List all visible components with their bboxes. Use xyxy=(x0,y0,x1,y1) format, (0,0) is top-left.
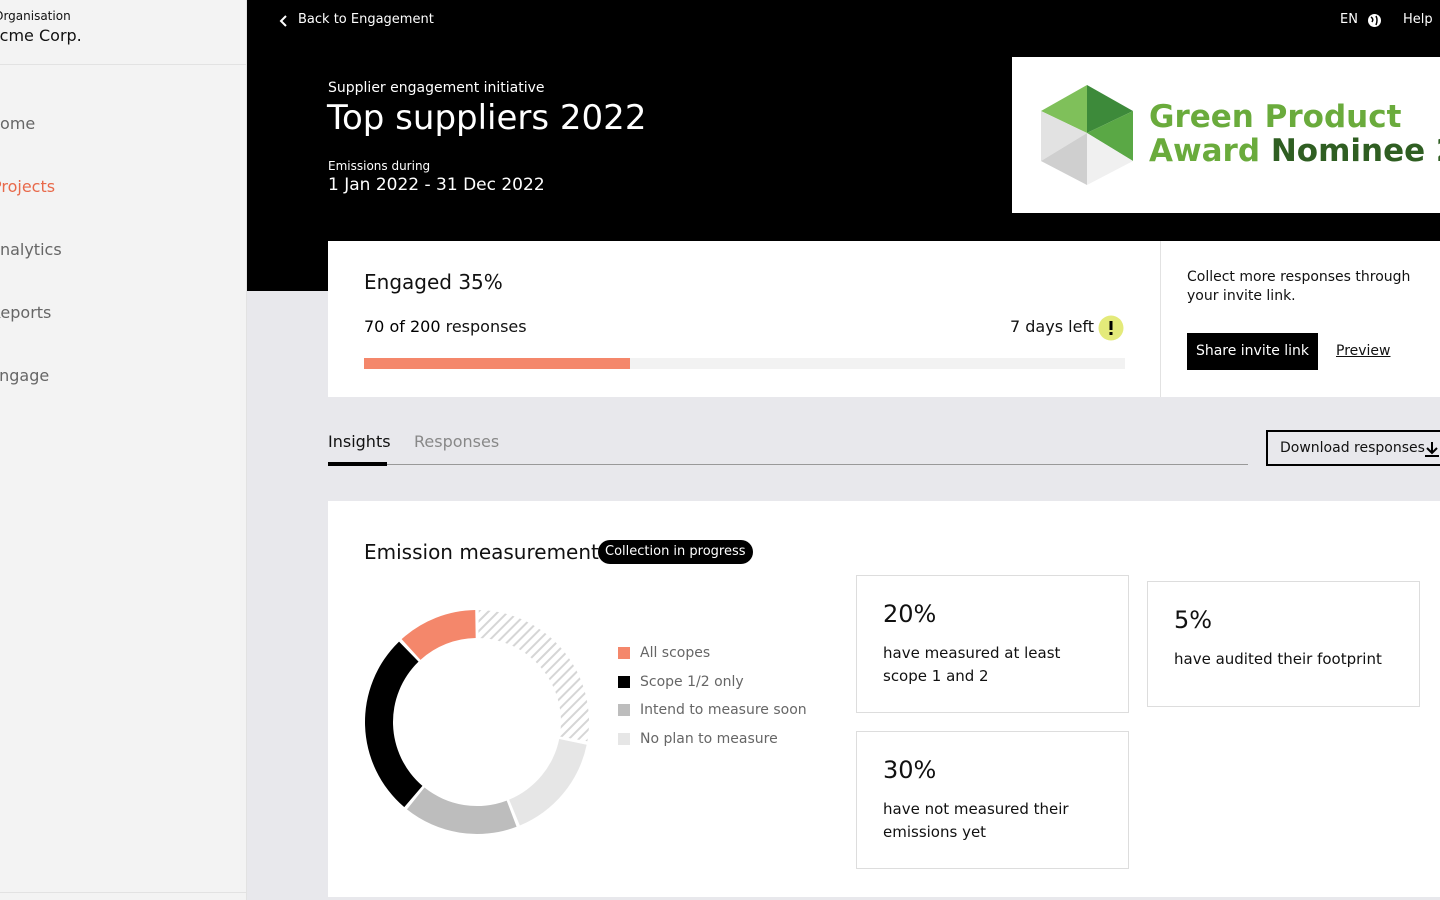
org-name[interactable]: Acme Corp. xyxy=(0,26,82,45)
legend-item: All scopes xyxy=(618,639,807,668)
progress-title: Engaged 35% xyxy=(364,270,503,294)
donut-slice xyxy=(365,641,423,808)
preview-link[interactable]: Preview xyxy=(1336,343,1391,359)
back-icon xyxy=(279,15,287,27)
legend-swatch xyxy=(618,704,630,717)
legend-label: Scope 1/2 only xyxy=(640,673,744,690)
stat-card: 20% have measured at least scope 1 and 2 xyxy=(856,575,1129,713)
legend-swatch xyxy=(618,675,630,688)
legend-item: Scope 1/2 only xyxy=(618,668,807,697)
legend-item: Intend to measure soon xyxy=(618,696,807,725)
stat-card: 30% have not measured their emissions yet xyxy=(856,731,1129,869)
legend-swatch xyxy=(618,647,630,660)
header-strip xyxy=(247,241,328,291)
globe-icon[interactable] xyxy=(1367,13,1382,28)
progress-fill xyxy=(364,358,631,369)
language[interactable]: EN xyxy=(1340,12,1358,27)
stat-text: have measured at least scope 1 and 2 xyxy=(883,644,1061,685)
header: Back to Engagement EN Help Supplier enga… xyxy=(247,0,1440,241)
eyebrow: Supplier engagement initiative xyxy=(328,80,545,96)
donut-slice xyxy=(509,739,587,826)
legend-label: All scopes xyxy=(640,645,711,662)
stat-card: 5% have audited their footprint xyxy=(1147,581,1420,707)
tab-active[interactable]: Insights xyxy=(328,432,391,451)
section-title: Emission measurement xyxy=(364,540,599,564)
donut-slice xyxy=(401,610,476,660)
award-word: Nominee 24 xyxy=(1270,133,1440,169)
award-line: Award Nominee 24 xyxy=(1149,133,1440,169)
legend-label: No plan to measure xyxy=(640,730,778,747)
nav-item[interactable]: Engage xyxy=(0,366,50,385)
legend-swatch xyxy=(618,732,630,745)
stat-value: 20% xyxy=(883,600,937,628)
donut-slice xyxy=(406,787,517,834)
progress-card: Engaged 35% 70 of 200 responses 7 days l… xyxy=(328,241,1440,397)
stat-text: have audited their footprint xyxy=(1174,650,1382,668)
award-logo xyxy=(1041,85,1133,185)
share-button[interactable]: Share invite link xyxy=(1187,333,1318,370)
download-label: Download responses xyxy=(1280,440,1425,456)
count-suffix: responses xyxy=(445,317,527,336)
period: 1 Jan 2022 - 31 Dec 2022 xyxy=(328,175,545,195)
alert-icon xyxy=(1098,315,1124,341)
legend: All scopes Scope 1/2 only Intend to measur… xyxy=(618,639,807,753)
donut-slice xyxy=(478,610,589,742)
status-badge: Collection in progress xyxy=(598,540,753,564)
count: 70 of 200 xyxy=(364,317,441,336)
stat-text: have not measured their emissions yet xyxy=(883,800,1069,841)
sidebar: Organisation Acme Corp. Home Projects An… xyxy=(0,0,247,900)
nav-item[interactable]: Analytics xyxy=(0,240,62,259)
back-link[interactable]: Back to Engagement xyxy=(298,12,434,27)
page-title: Top suppliers 2022 xyxy=(327,98,647,138)
org-label: Organisation xyxy=(0,9,71,23)
award-badge: Green Product Award Nominee 24 xyxy=(1012,57,1440,213)
help-link[interactable]: Help xyxy=(1403,12,1433,27)
nav-item[interactable]: Home xyxy=(0,114,36,133)
stat-value: 5% xyxy=(1174,606,1213,634)
period-label: Emissions during xyxy=(328,159,431,173)
donut-chart xyxy=(365,610,589,834)
response-count: 70 of 200 responses xyxy=(364,317,527,336)
insight-card: Emission measurement Collection in progr… xyxy=(328,501,1440,897)
download-button[interactable]: Download responses xyxy=(1266,430,1440,466)
award-word: Award xyxy=(1149,133,1261,169)
award-line: Green Product xyxy=(1149,99,1402,135)
legend-item: No plan to measure xyxy=(618,725,807,754)
stat-value: 30% xyxy=(883,756,937,784)
progress-track xyxy=(364,358,1125,369)
tab[interactable]: Responses xyxy=(414,432,500,451)
invite-text: Collect more responses through your invi… xyxy=(1187,269,1411,304)
nav-item[interactable]: Projects xyxy=(0,177,56,196)
days-left: 7 days left xyxy=(1010,317,1095,336)
nav-item[interactable]: Reports xyxy=(0,303,52,322)
legend-label: Intend to measure soon xyxy=(640,702,807,719)
